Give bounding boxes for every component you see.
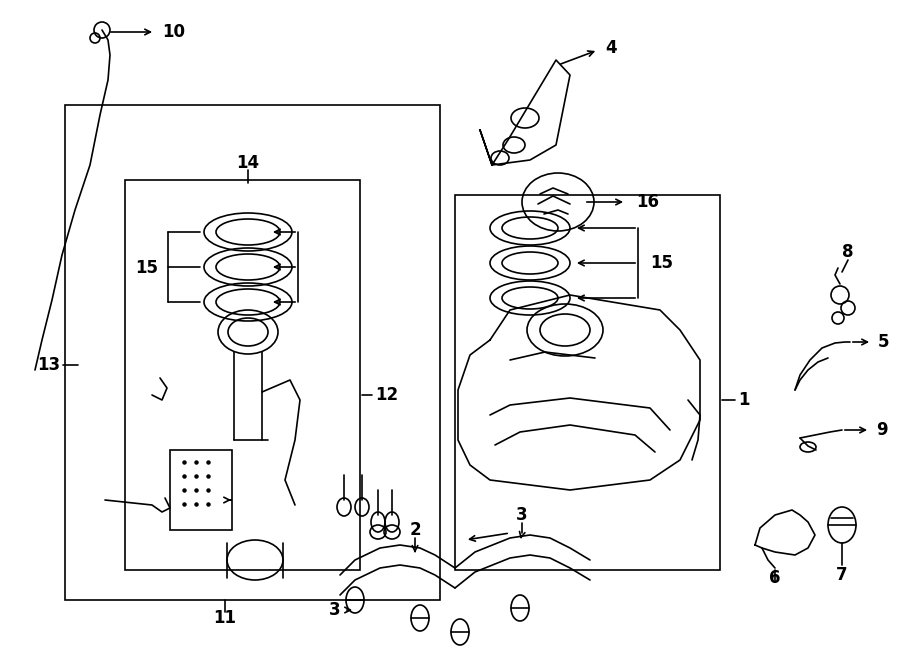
Text: 9: 9 (876, 421, 887, 439)
Text: 3: 3 (517, 506, 527, 524)
Text: 5: 5 (878, 333, 889, 351)
Text: 15: 15 (650, 254, 673, 272)
Text: 3: 3 (328, 601, 340, 619)
Text: 16: 16 (636, 193, 659, 211)
Text: 11: 11 (213, 609, 237, 627)
Text: 2: 2 (410, 521, 421, 539)
Text: 8: 8 (842, 243, 854, 261)
Text: 13: 13 (37, 356, 60, 374)
Bar (125, 180, 360, 570)
Text: 1: 1 (738, 391, 750, 409)
Text: 12: 12 (375, 386, 398, 404)
Text: 10: 10 (162, 23, 185, 41)
Text: 14: 14 (237, 154, 259, 172)
Text: 7: 7 (836, 566, 848, 584)
Bar (170, 450, 232, 530)
Bar (455, 195, 720, 570)
Text: 15: 15 (135, 259, 158, 277)
Text: 4: 4 (605, 39, 617, 57)
Bar (65, 105, 440, 600)
Text: 6: 6 (770, 569, 781, 587)
